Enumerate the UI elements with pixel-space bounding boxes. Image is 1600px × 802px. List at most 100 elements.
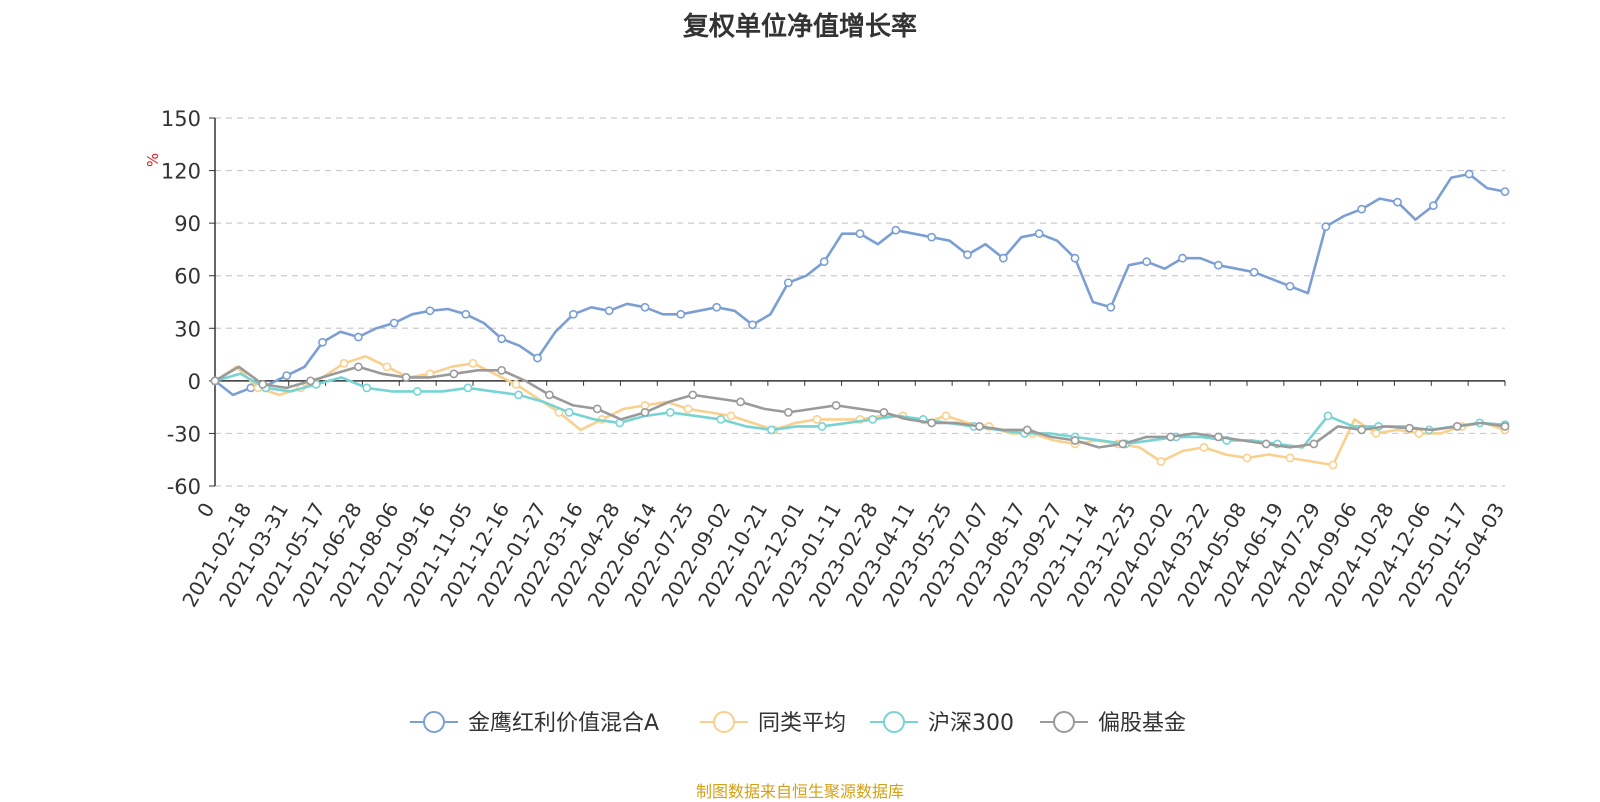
- series-point: [1500, 422, 1510, 431]
- legend-label-2: 沪深300: [928, 711, 1014, 736]
- series-point: [1500, 187, 1510, 196]
- series-point: [401, 372, 411, 382]
- series-line-3: [214, 365, 1506, 449]
- series-point: [640, 302, 650, 312]
- series-point: [468, 358, 478, 368]
- series-point: [592, 404, 602, 414]
- legend-marker-3: [1053, 711, 1075, 733]
- series-point: [1156, 457, 1166, 466]
- series-line-0: [214, 172, 1506, 397]
- series-point: [353, 332, 363, 342]
- series-point: [640, 407, 650, 417]
- series-point: [362, 383, 372, 393]
- series-point: [258, 379, 268, 389]
- series-point: [1034, 229, 1044, 239]
- y-axis-unit-label: %: [144, 153, 162, 167]
- series-point: [1213, 432, 1223, 442]
- series-point: [640, 400, 650, 410]
- series-point: [665, 407, 675, 417]
- y-tick-label: -30: [167, 422, 201, 446]
- series-point: [1321, 222, 1331, 232]
- series-point: [1242, 453, 1252, 463]
- series-point: [963, 250, 972, 260]
- series-point: [1285, 281, 1295, 291]
- legend-label-1: 同类平均: [758, 711, 846, 736]
- series-point: [712, 302, 722, 312]
- series-point: [1022, 425, 1032, 435]
- series-point: [1452, 422, 1462, 431]
- series-point: [568, 309, 578, 319]
- series-point: [1464, 169, 1474, 179]
- series-point: [1309, 439, 1319, 449]
- series-point: [1414, 429, 1424, 438]
- series-point: [927, 418, 937, 428]
- y-tick-label: 150: [161, 107, 201, 131]
- series-point: [927, 232, 937, 242]
- series-point: [975, 422, 984, 431]
- series-point: [1142, 257, 1152, 267]
- series-point: [1199, 443, 1209, 452]
- legend-marker-0: [423, 711, 445, 733]
- legend-label-3: 偏股基金: [1098, 711, 1186, 736]
- series-line-1: [214, 355, 1506, 467]
- series-point: [767, 425, 776, 435]
- series-point: [819, 257, 829, 267]
- series-point: [511, 379, 521, 389]
- series-point: [1070, 436, 1080, 445]
- y-tick-label: 60: [174, 265, 201, 289]
- series-point: [1106, 302, 1116, 312]
- series-line-2: [214, 372, 1506, 449]
- series-point: [382, 362, 392, 372]
- series-point: [282, 371, 292, 380]
- series-point: [855, 229, 865, 239]
- series-point: [425, 306, 435, 316]
- y-tick-label: 90: [174, 212, 201, 236]
- series-point: [683, 404, 693, 414]
- series-point: [676, 309, 686, 319]
- series-point: [1118, 439, 1128, 449]
- series-point: [1357, 204, 1367, 214]
- series-point: [1371, 429, 1381, 438]
- series-point: [879, 407, 889, 417]
- series-point: [545, 390, 554, 400]
- y-tick-label: -60: [167, 475, 201, 499]
- series-point: [339, 358, 349, 368]
- series-point: [461, 309, 471, 319]
- data-source-footer: 制图数据来自恒生聚源数据库: [695, 782, 904, 801]
- series-point: [998, 253, 1008, 263]
- series-point: [389, 318, 399, 328]
- series-point: [318, 337, 327, 347]
- series-point: [736, 397, 745, 407]
- series-point: [1213, 260, 1223, 270]
- series-point: [604, 306, 614, 316]
- series-point: [306, 376, 315, 386]
- series-point: [1070, 253, 1080, 263]
- series-point: [533, 353, 542, 363]
- series-point: [748, 320, 757, 330]
- series-point: [497, 334, 507, 344]
- series-point: [1285, 453, 1295, 463]
- series-point: [716, 415, 726, 424]
- series-point: [941, 411, 951, 421]
- chart-title: 复权单位净值增长率: [682, 12, 917, 42]
- legend-label-0: 金鹰红利价值混合A: [468, 711, 659, 736]
- y-tick-label: 0: [188, 370, 201, 394]
- series-point: [1357, 425, 1367, 435]
- series-point: [246, 383, 256, 393]
- series-point: [812, 415, 822, 424]
- series-point: [463, 383, 473, 393]
- series-point: [514, 390, 523, 400]
- series-point: [1428, 201, 1438, 211]
- y-tick-label: 120: [161, 160, 201, 184]
- series-point: [783, 407, 793, 417]
- legend-marker-2: [883, 711, 905, 733]
- series-point: [210, 376, 220, 386]
- series-point: [412, 386, 422, 396]
- legend-marker-1: [713, 711, 735, 733]
- series-point: [868, 415, 878, 424]
- series-point: [1166, 432, 1175, 442]
- y-tick-label: 30: [174, 317, 201, 341]
- series-point: [688, 390, 698, 400]
- x-tick-label: 0: [192, 499, 219, 522]
